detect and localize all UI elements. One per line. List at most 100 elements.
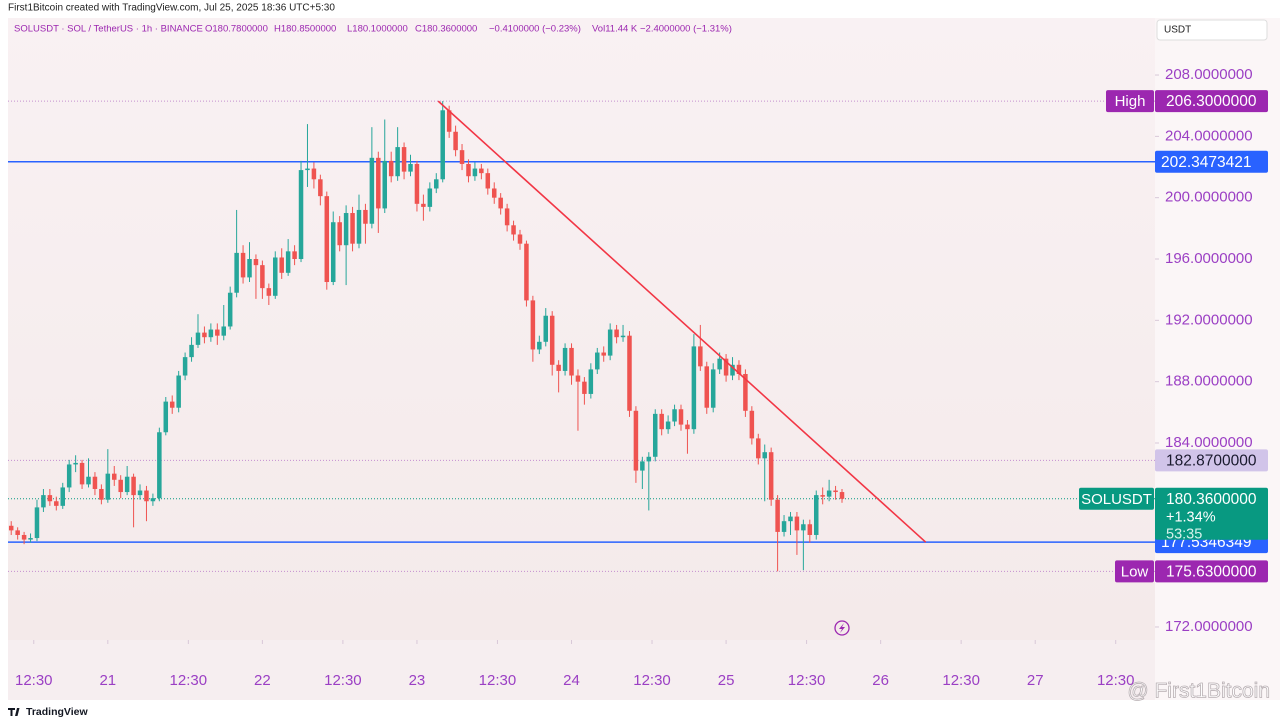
candle-body xyxy=(260,265,265,289)
price-label-name-box xyxy=(1079,487,1154,510)
candle-body xyxy=(788,516,793,522)
candle-body xyxy=(620,335,626,338)
candle-body xyxy=(28,538,33,540)
footer-logo: TradingView xyxy=(8,706,88,718)
candle-body xyxy=(124,476,130,493)
price-label-name-box xyxy=(1115,560,1154,583)
candle-body xyxy=(150,498,156,502)
legend-change: −0.4100000 (−0.23%) xyxy=(489,24,581,35)
candle-body xyxy=(298,170,304,260)
candle-body xyxy=(369,157,375,224)
candle-body xyxy=(607,329,613,356)
candle-body xyxy=(240,252,246,278)
candle-body xyxy=(524,243,529,301)
candle-body xyxy=(363,209,368,224)
candle-body xyxy=(266,288,272,296)
price-label-name: Low xyxy=(1121,563,1149,580)
lightning-icon[interactable] xyxy=(834,620,850,636)
candle-body xyxy=(691,346,697,430)
candle-body xyxy=(189,344,194,358)
price-label-box xyxy=(1155,449,1268,472)
y-tick-label: 208.0000000 xyxy=(1165,66,1253,83)
candle-body xyxy=(227,292,233,327)
candle-body xyxy=(813,495,819,535)
candle-body xyxy=(208,329,214,338)
y-tick-label: 184.0000000 xyxy=(1165,434,1253,451)
price-label-name: SOLUSDT xyxy=(1081,491,1152,508)
logo-text: TradingView xyxy=(26,706,88,718)
candle-body xyxy=(382,160,388,209)
candle-body xyxy=(34,507,40,539)
currency[interactable]: USDT xyxy=(1164,25,1191,36)
icon-bolt[interactable] xyxy=(839,623,845,633)
candle-body xyxy=(324,196,330,283)
x-tick-label: 12:30 xyxy=(479,672,517,689)
x-tick-label: 12:30 xyxy=(633,672,671,689)
header: First1Bitcoin created with TradingView.c… xyxy=(8,3,335,14)
plot-area xyxy=(8,18,1155,640)
candle-body xyxy=(646,456,652,462)
candle-body xyxy=(794,516,800,531)
candle-body xyxy=(434,179,439,189)
candle-body xyxy=(504,208,510,226)
candle-body xyxy=(698,346,703,367)
logo-icon xyxy=(8,708,20,716)
candle-body xyxy=(801,524,806,531)
candle-body xyxy=(305,168,310,171)
currency-box[interactable] xyxy=(1156,19,1268,41)
candle-body xyxy=(15,530,20,535)
x-tick-label: 23 xyxy=(409,672,426,689)
legend-high: H180.8500000 xyxy=(274,24,336,35)
price-label: 206.3000000 xyxy=(1166,93,1257,110)
candle-body xyxy=(781,521,787,532)
candle-body xyxy=(356,209,362,244)
candle-body xyxy=(318,179,323,197)
candle-body xyxy=(92,476,98,489)
candle-body xyxy=(672,409,677,422)
candle-body xyxy=(575,375,581,382)
candle-body xyxy=(517,234,523,244)
candle-body xyxy=(743,373,748,411)
legend-symbol: SOLUSDT · SOL / TetherUS · 1h · BINANCE xyxy=(14,24,203,35)
candle-body xyxy=(157,432,162,499)
candle-body xyxy=(839,492,845,499)
price-label-box xyxy=(1155,487,1268,540)
price-label: 182.8700000 xyxy=(1166,452,1257,469)
candle-body xyxy=(627,335,632,411)
candle-body xyxy=(601,352,606,356)
candle-body xyxy=(54,501,59,506)
x-tick-label: 12:30 xyxy=(170,672,208,689)
candle-body xyxy=(768,452,774,500)
legend-close: C180.3600000 xyxy=(415,24,477,35)
candle-body xyxy=(376,157,381,209)
candle-body xyxy=(466,163,471,177)
candle-body xyxy=(498,197,503,209)
candle-body xyxy=(395,147,400,177)
candle-body xyxy=(730,364,735,376)
x-tick-label: 25 xyxy=(718,672,735,689)
candle-body xyxy=(659,413,664,430)
x-tick-label: 27 xyxy=(1027,672,1044,689)
candle-body xyxy=(453,131,458,151)
legend-volume-change: −2.4000000 (−1.31%) xyxy=(640,24,732,35)
x-tick-label: 12:30 xyxy=(324,672,362,689)
candle-body xyxy=(588,369,594,394)
y-axis-area xyxy=(1155,18,1280,700)
trendline xyxy=(437,100,927,543)
x-tick-label: 21 xyxy=(99,672,116,689)
price-change: +1.34% xyxy=(1166,510,1216,526)
candle-body xyxy=(485,173,491,189)
candle-body xyxy=(73,462,78,465)
x-tick-label: 12:30 xyxy=(788,672,826,689)
candle-body xyxy=(112,473,117,480)
candle-body xyxy=(408,163,413,172)
candle-body xyxy=(273,257,278,296)
candle-body xyxy=(247,259,252,278)
price-label-box xyxy=(1155,560,1268,583)
candle-body xyxy=(60,487,65,506)
candle-body xyxy=(556,364,561,371)
icon-circle[interactable] xyxy=(834,620,850,636)
candle-body xyxy=(472,168,478,177)
candle-body xyxy=(595,352,600,370)
